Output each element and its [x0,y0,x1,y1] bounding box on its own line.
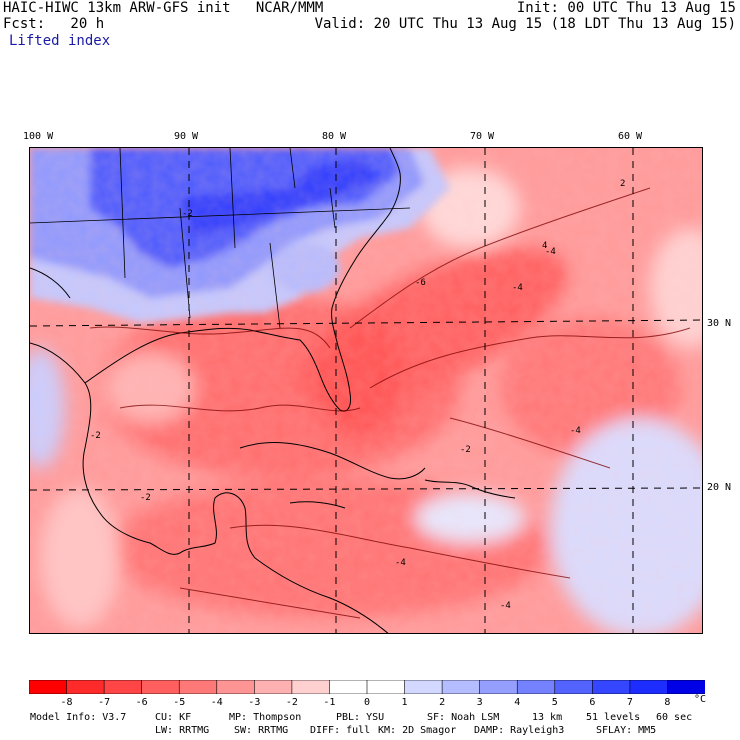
cuba-coastline [239,442,426,480]
coastlines [30,148,516,633]
colorbar-swatch [667,680,705,694]
cu-scheme: CU: KF [155,712,192,723]
lat-label-30n: 30 N [707,318,732,329]
contour-label: -4 [500,601,511,611]
forecast-hour: Fcst: 20 h [3,16,105,32]
sw-scheme: SW: RRTMG [234,725,289,736]
contour-label: -4 [512,283,523,293]
colorbar-tick-label: -3 [248,697,261,708]
colorbar-tick-label: -7 [98,697,111,708]
colorbar-tick-label: 8 [664,697,671,708]
colorbar-swatch [404,680,443,694]
colorbar-tick-label: 5 [551,697,558,708]
contour-f [179,587,361,619]
lat-label-20n: 20 N [707,482,732,493]
contour-label: -4 [570,426,581,436]
colorbar-tick-label: -5 [173,697,186,708]
colorbar [29,680,705,694]
contour-label: -2 [182,209,193,219]
gulf-mexico-coastline [30,342,389,633]
colorbar-swatch [441,680,481,694]
contour-d [369,327,691,389]
timestep: 60 sec [656,712,693,723]
lifted-index-map: -2 -4 -4 -6 -2 2 -4 -2 -4 -4 4 -2 [29,147,703,634]
contour-labels: -2 -4 -4 -6 -2 2 -4 -2 -4 -4 4 -2 [90,179,625,611]
grid-20n [30,487,702,491]
colorbar-tick-label: 2 [439,697,446,708]
colorbar-swatch [254,680,293,694]
variable-name: Lifted index [9,33,111,49]
colorbar-swatch [629,680,669,694]
hispaniola-coastline [424,479,516,499]
colorbar-tick-label: -6 [135,697,148,708]
colorbar-tick-label: 6 [589,697,596,708]
contour-label: -2 [90,431,101,441]
jamaica-coastline [289,501,346,509]
colorbar-swatch [329,680,368,694]
grid-30n [30,319,702,327]
colorbar-swatch [103,680,143,694]
colorbar-tick-label: -1 [323,697,336,708]
graticule [30,148,702,633]
contour-a [89,326,331,349]
contour-g [449,417,611,469]
state-borders [30,148,411,329]
contour-label: 4 [542,241,547,251]
colorbar-tick-label: 1 [401,697,408,708]
contour-label: -2 [460,445,471,455]
sflay-setting: SFLAY: MM5 [596,725,657,736]
colorbar-swatch [479,680,519,694]
map-canvas: -2 -4 -4 -6 -2 2 -4 -2 -4 -4 4 -2 [30,148,702,633]
colorbar-tick-label: 3 [476,697,483,708]
colorbar-swatch [291,680,331,694]
lon-label-60w: 60 W [618,131,643,142]
init-time: Init: 00 UTC Thu 13 Aug 15 [516,0,736,16]
colorbar-swatch [141,680,181,694]
colorbar-tick-label: -8 [60,697,73,708]
colorbar-swatch [178,680,218,694]
contour-e [229,524,571,579]
diff-setting: DIFF: full [310,725,371,736]
colorbar-swatch [366,680,406,694]
mexico-border [30,267,71,299]
colorbar-tick-label: 4 [514,697,521,708]
colorbar-tick-label: -2 [285,697,298,708]
model-info: Model Info: V3.7 [30,712,127,723]
contour-label: -6 [415,278,426,288]
lon-label-100w: 100 W [23,131,54,142]
lon-label-90w: 90 W [174,131,199,142]
levels: 51 levels [586,712,641,723]
colorbar-tick-label: 7 [626,697,633,708]
field-texture [30,148,702,633]
colorbar-tick-label: 0 [363,697,371,708]
contour-label: -2 [140,493,151,503]
model-title: HAIC-HIWC 13km ARW-GFS init NCAR/MMM [3,0,324,16]
resolution: 13 km [532,712,563,723]
valid-time: Valid: 20 UTC Thu 13 Aug 15 (18 LDT Thu … [314,16,736,32]
damp-setting: DAMP: Rayleigh3 [474,725,565,736]
colorbar-swatch [516,680,556,694]
lw-scheme: LW: RRTMG [155,725,210,736]
contour-label: 2 [620,179,625,189]
sf-scheme: SF: Noah LSM [427,712,500,723]
colorbar-swatch [592,680,631,694]
contour-label: -4 [395,558,406,568]
km-setting: KM: 2D Smagor [378,725,457,736]
colorbar-swatch [216,680,256,694]
pbl-scheme: PBL: YSU [336,712,385,723]
contour-c [349,187,651,329]
contours [89,187,691,619]
colorbar-tick-label: -4 [210,697,223,708]
colorbar-swatch [554,680,594,694]
colorbar-swatch [29,680,68,694]
contour-b [119,404,361,412]
colorbar-unit: °C [694,694,707,705]
contour-label: -4 [545,247,556,257]
lon-label-70w: 70 W [470,131,495,142]
lon-label-80w: 80 W [322,131,347,142]
us-southeast-coastline [84,148,401,412]
mp-scheme: MP: Thompson [229,712,302,723]
colorbar-swatch [66,680,105,694]
